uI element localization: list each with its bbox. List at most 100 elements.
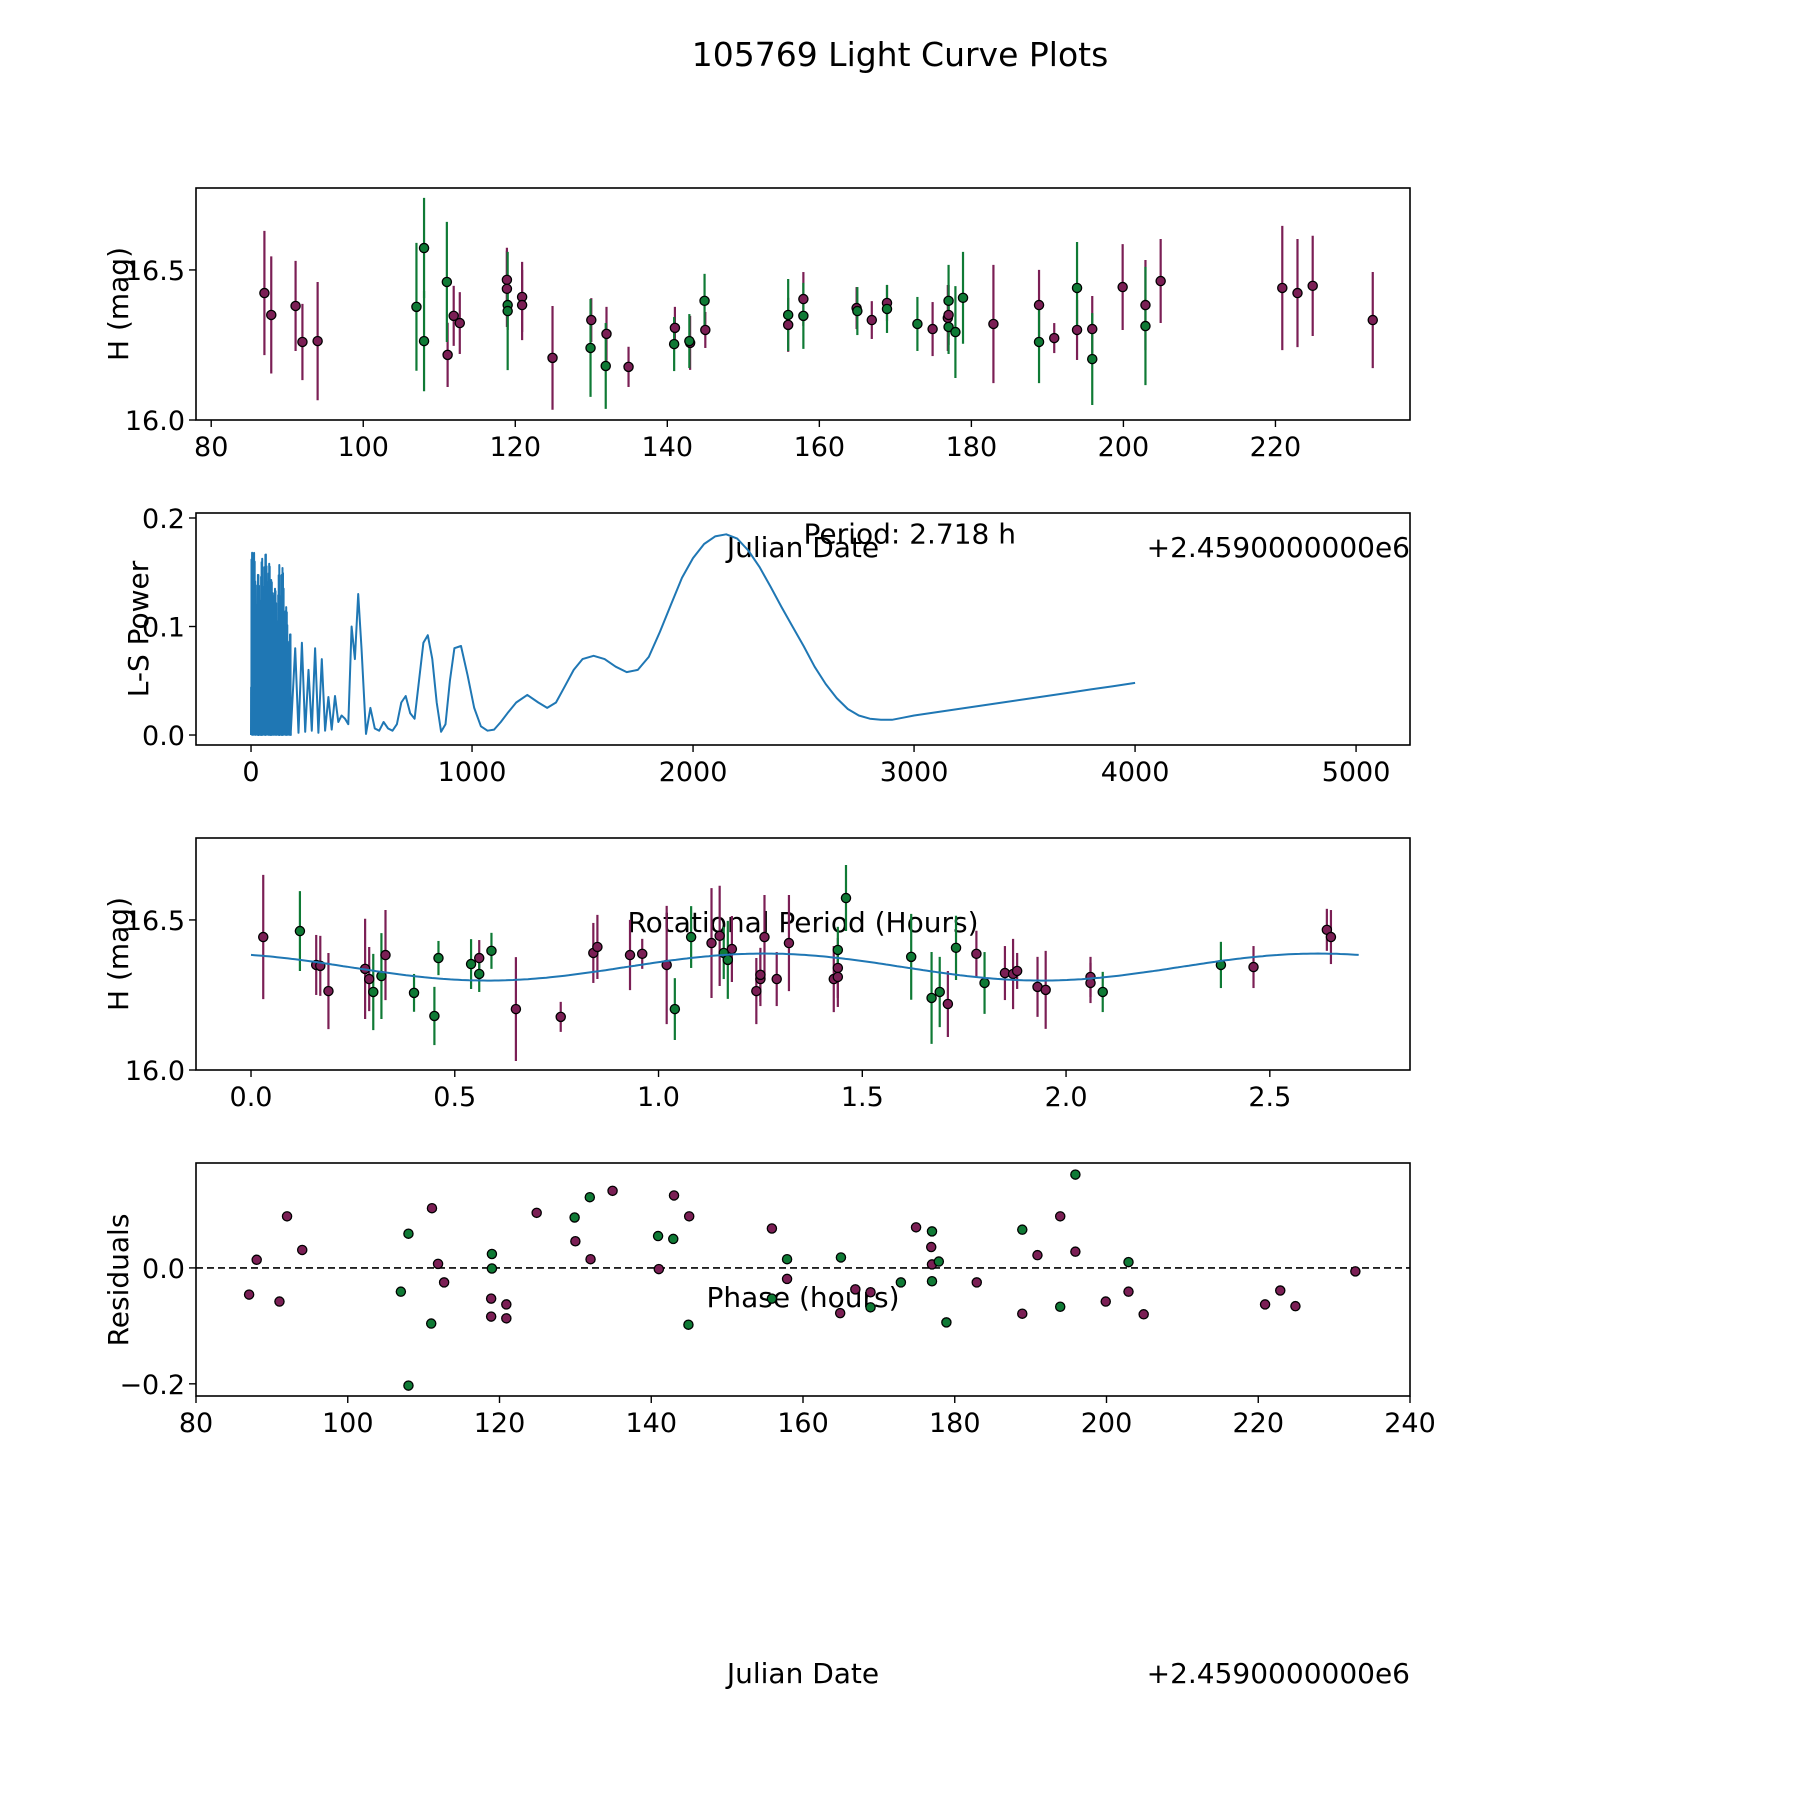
xtick-label: 80: [194, 432, 228, 463]
xtick-label: 160: [777, 1408, 829, 1439]
data-point-filter-b: [441, 276, 453, 288]
data-point-filter-b: [408, 987, 420, 999]
data-point-filter-a: [516, 299, 528, 311]
residual-point-filter-a: [653, 1263, 665, 1275]
residual-point-filter-a: [531, 1207, 542, 1219]
data-point-filter-b: [950, 942, 962, 954]
data-point-filter-b: [502, 305, 513, 317]
data-point-filter-a: [783, 937, 795, 949]
data-point-filter-a: [832, 962, 844, 974]
residual-point-filter-a: [850, 1284, 861, 1295]
phased-marks: [250, 865, 1359, 1061]
lightcurve-xticks: 80 100 120 140 160 180 200 220: [194, 420, 1301, 463]
residual-point-filter-a: [781, 1273, 793, 1285]
residual-point-filter-a: [1138, 1309, 1149, 1320]
residual-point-filter-a: [1100, 1296, 1111, 1307]
xtick-label: 120: [474, 1408, 526, 1439]
periodogram-xlabel: Rotational Period (Hours): [627, 906, 978, 939]
data-point-filter-a: [601, 328, 612, 340]
data-point-filter-b: [852, 305, 863, 317]
xtick-label: 2.0: [1045, 1082, 1088, 1113]
residuals-xlabel: Julian Date: [725, 1657, 879, 1690]
lightcurve-ylabel: H (mag): [102, 247, 135, 361]
residual-point-filter-b: [668, 1233, 679, 1245]
xtick-label: 120: [490, 432, 542, 463]
xtick-label: 240: [1384, 1408, 1436, 1439]
data-point-filter-a: [706, 937, 717, 949]
data-point-filter-b: [722, 954, 734, 966]
data-point-filter-b: [905, 951, 917, 963]
data-point-filter-a: [1140, 299, 1151, 311]
data-point-filter-b: [684, 335, 695, 347]
data-point-filter-a: [971, 948, 982, 960]
data-point-filter-a: [1155, 275, 1166, 287]
data-point-filter-a: [312, 335, 323, 347]
residual-point-filter-b: [652, 1230, 664, 1242]
residual-point-filter-a: [1070, 1246, 1081, 1257]
data-point-filter-b: [585, 342, 596, 354]
residual-point-filter-a: [910, 1222, 922, 1233]
residual-point-filter-b: [941, 1317, 952, 1328]
residual-point-filter-b: [1123, 1256, 1134, 1268]
residual-point-filter-a: [766, 1223, 778, 1234]
xtick-label: 100: [337, 432, 389, 463]
data-point-filter-b: [943, 321, 954, 333]
ytick-label: −0.2: [119, 1370, 185, 1401]
residual-point-filter-b: [683, 1319, 694, 1330]
data-point-filter-a: [555, 1011, 566, 1023]
ytick-label: 16.5: [125, 256, 185, 287]
phased-ylabel: H (mag): [102, 897, 135, 1011]
data-point-filter-a: [755, 969, 766, 981]
data-point-filter-b: [934, 986, 945, 998]
periodogram-panel: 0 1000 2000 3000 4000 5000 0.0 0.1 0.2 Period: …: [122, 504, 1411, 939]
residual-point-filter-b: [486, 1263, 498, 1274]
residual-point-filter-a: [865, 1287, 876, 1298]
data-point-filter-b: [669, 1003, 681, 1015]
lightcurve-axes-frame: [195, 187, 1411, 421]
data-point-filter-a: [636, 948, 648, 960]
residual-point-filter-a: [251, 1254, 262, 1266]
residual-point-filter-a: [971, 1277, 983, 1288]
xtick-label: 140: [642, 432, 694, 463]
data-point-filter-a: [473, 952, 485, 964]
data-point-filter-a: [297, 336, 308, 348]
data-point-filter-b: [465, 958, 477, 970]
data-point-filter-a: [624, 949, 636, 961]
data-point-filter-b: [668, 338, 680, 350]
data-point-filter-a: [771, 973, 782, 985]
residuals-x-offset: +2.4590000000e6: [1147, 1657, 1410, 1690]
xtick-label: 100: [322, 1408, 374, 1439]
data-point-filter-b: [433, 952, 444, 964]
xtick-label: 5000: [1322, 757, 1391, 788]
residual-point-filter-b: [895, 1277, 907, 1288]
data-point-filter-a: [1248, 961, 1259, 973]
model-fit-line: [250, 952, 1359, 982]
data-point-filter-b: [1097, 986, 1108, 998]
data-point-filter-a: [700, 324, 711, 336]
figure-suptitle: 105769 Light Curve Plots: [692, 35, 1109, 74]
data-point-filter-b: [912, 318, 923, 330]
data-point-filter-a: [751, 985, 762, 997]
lightcurve-xlabel: Julian Date: [725, 531, 879, 564]
data-point-filter-b: [979, 977, 990, 989]
xtick-label: 140: [625, 1408, 677, 1439]
ytick-label: 16.5: [125, 906, 185, 937]
residual-point-filter-a: [925, 1241, 937, 1253]
residuals-ylabel: Residuals: [102, 1214, 135, 1347]
xtick-label: 1.0: [637, 1082, 680, 1113]
xtick-label: 160: [794, 432, 846, 463]
data-point-filter-b: [411, 301, 422, 313]
residual-point-filter-a: [1017, 1308, 1028, 1319]
phased-yticks: 16.0 16.5: [125, 906, 196, 1087]
xtick-label: 2000: [659, 757, 728, 788]
residual-point-filter-a: [426, 1202, 438, 1214]
xtick-label: 1000: [438, 757, 507, 788]
data-point-filter-a: [1011, 965, 1023, 977]
residual-point-filter-a: [607, 1185, 618, 1197]
data-point-filter-a: [586, 314, 597, 326]
data-point-filter-a: [1292, 287, 1303, 299]
data-point-filter-b: [418, 242, 430, 254]
residual-point-filter-b: [486, 1248, 498, 1260]
ytick-label: 0.1: [142, 613, 185, 644]
